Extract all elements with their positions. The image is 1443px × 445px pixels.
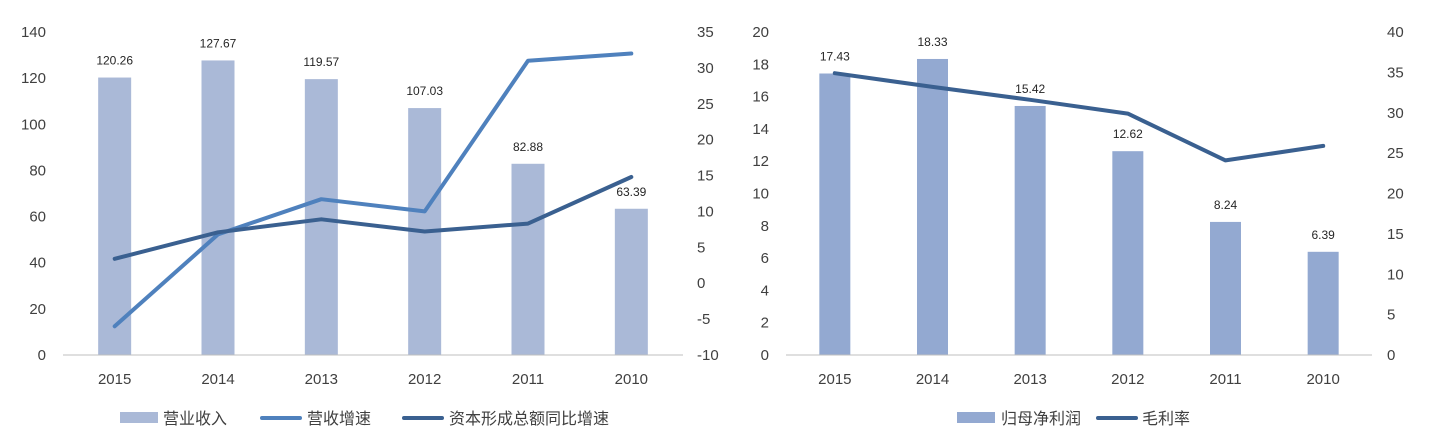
x-axis-tick-label: 2011	[1209, 371, 1241, 388]
y-axis-tick-label: 6	[761, 250, 769, 267]
y2-axis-tick-label: 20	[1387, 186, 1404, 203]
y2-axis-tick-label: 35	[697, 24, 714, 41]
x-axis-tick-label: 2013	[1013, 371, 1046, 388]
bar	[1014, 105, 1046, 355]
y2-axis-tick-label: 25	[1387, 145, 1404, 162]
y-axis-tick-label: 80	[29, 162, 46, 179]
y-axis-tick-label: 100	[21, 116, 46, 133]
y-axis-tick-label: 12	[752, 153, 769, 170]
bar-data-label: 63.39	[616, 185, 646, 199]
y2-axis-tick-label: 30	[1387, 105, 1404, 122]
y2-axis-tick-label: 35	[1387, 64, 1404, 81]
bar	[1307, 251, 1339, 355]
y2-axis-tick-label: 10	[697, 203, 714, 220]
x-axis-tick-label: 2013	[305, 371, 338, 388]
legend-label: 营收增速	[307, 410, 371, 428]
bar	[1112, 151, 1144, 355]
y2-axis-tick-label: -10	[697, 347, 719, 364]
y-axis-tick-label: 14	[752, 121, 769, 138]
legend-swatch-bar	[120, 412, 158, 423]
chart-2: 0 2 4 6 8 10 12 14 16 18 20 0 5 10 15 20 25 30 35 40 2015 201…	[752, 24, 1403, 428]
bar-data-label: 119.57	[303, 55, 339, 69]
y-axis-tick-label: 4	[761, 282, 769, 299]
y-axis-tick-label: 2	[761, 315, 769, 332]
bar-data-label: 15.42	[1015, 82, 1045, 96]
series-line	[112, 51, 634, 329]
y-axis-tick-label: 20	[29, 301, 46, 318]
bar	[1210, 221, 1241, 355]
bar	[98, 77, 132, 355]
y2-axis-tick-label: -5	[697, 311, 710, 328]
y2-axis-tick-label: 20	[697, 132, 714, 149]
x-axis-tick-label: 2010	[615, 371, 648, 388]
chart-1: 0 20 40 60 80 100 120 140 -10 -5 0 5 10 15 20 25 30 35 201…	[21, 24, 719, 428]
y2-axis-tick-label: 5	[697, 239, 705, 256]
x-axis-tick-label: 2011	[512, 371, 544, 388]
y2-axis-tick-label: 15	[1387, 226, 1404, 243]
x-axis-tick-label: 2010	[1306, 371, 1339, 388]
legend-label: 营业收入	[163, 410, 227, 428]
legend-label: 归母净利润	[1001, 410, 1081, 428]
y-axis-tick-label: 8	[761, 218, 769, 235]
y-axis-tick-label: 0	[761, 347, 769, 364]
y-axis-tick-label: 60	[29, 209, 46, 226]
y2-axis-tick-label: 10	[1387, 266, 1404, 283]
bar-data-label: 120.26	[96, 54, 133, 68]
x-axis-tick-label: 2015	[818, 371, 851, 388]
y-axis-tick-label: 120	[21, 70, 46, 87]
y2-axis-tick-label: 15	[697, 168, 714, 185]
bar	[614, 208, 648, 355]
y2-axis-tick-label: 40	[1387, 24, 1404, 41]
bar-data-label: 6.39	[1311, 228, 1335, 242]
x-axis-tick-label: 2012	[1111, 371, 1144, 388]
y-axis-tick-label: 16	[752, 89, 769, 106]
bar	[201, 60, 235, 355]
y-axis-tick-label: 140	[21, 24, 46, 41]
y2-axis-tick-label: 5	[1387, 307, 1395, 324]
series-line	[112, 175, 634, 261]
x-axis-tick-label: 2012	[408, 371, 441, 388]
bar-data-label: 107.03	[406, 84, 443, 98]
y-axis-tick-label: 18	[752, 56, 769, 73]
x-axis-tick-label: 2014	[201, 371, 234, 388]
bar	[819, 73, 851, 356]
legend-label: 资本形成总额同比增速	[449, 410, 609, 428]
y-axis-tick-label: 40	[29, 255, 46, 272]
bar	[511, 163, 545, 355]
y-axis-tick-label: 20	[752, 24, 769, 41]
legend-swatch-bar	[957, 412, 995, 423]
y-axis-tick-label: 10	[752, 186, 769, 203]
bar-data-label: 12.62	[1113, 127, 1143, 141]
y2-axis-tick-label: 30	[697, 60, 714, 77]
y2-axis-tick-label: 0	[1387, 347, 1395, 364]
y2-axis-tick-label: 25	[697, 96, 714, 113]
y-axis-tick-label: 0	[38, 347, 46, 364]
bar-data-label: 8.24	[1214, 198, 1238, 212]
series-line	[832, 71, 1326, 163]
bar-data-label: 82.88	[513, 140, 543, 154]
legend-label: 毛利率	[1142, 410, 1190, 428]
y2-axis-tick-label: 0	[697, 275, 705, 292]
bar-data-label: 127.67	[200, 36, 237, 50]
bar	[304, 79, 338, 356]
x-axis-tick-label: 2014	[916, 371, 949, 388]
bar	[917, 58, 948, 356]
bar-data-label: 17.43	[820, 50, 850, 64]
bar-data-label: 18.33	[917, 35, 947, 49]
x-axis-tick-label: 2015	[98, 371, 131, 388]
